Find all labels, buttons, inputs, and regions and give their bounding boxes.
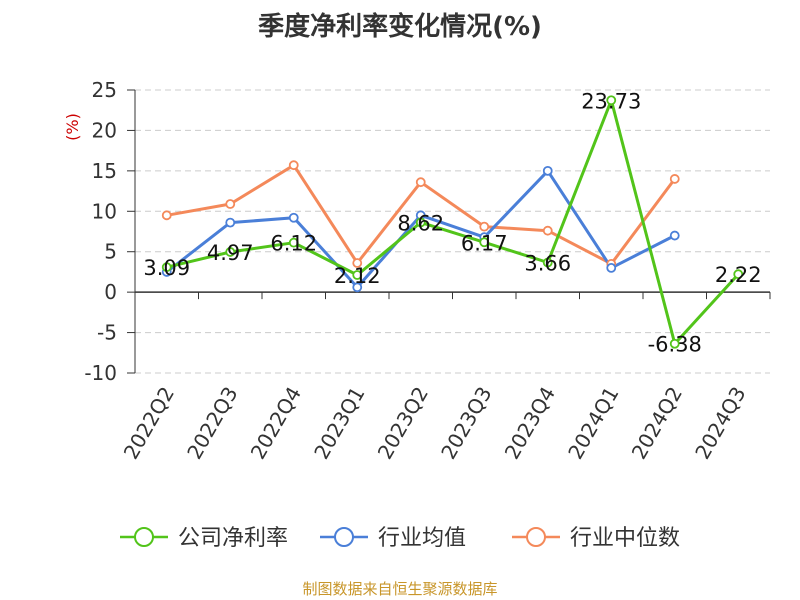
- y-tick-label: 0: [104, 280, 117, 304]
- legend-label: 公司净利率: [178, 526, 288, 551]
- x-tick-label: 2022Q3: [182, 383, 242, 464]
- data-label: 3.09: [143, 256, 190, 280]
- x-tick-label: 2022Q2: [119, 383, 179, 464]
- series-line: [166, 98, 740, 346]
- y-tick-label: 10: [92, 199, 117, 223]
- data-point: [479, 237, 490, 248]
- data-point: [352, 282, 363, 293]
- data-point: [415, 177, 426, 188]
- legend-swatch-marker: [134, 527, 154, 547]
- data-point: [669, 174, 680, 184]
- y-tick-label: 5: [104, 240, 117, 264]
- x-tick-label: 2023Q2: [373, 383, 433, 464]
- y-axis-label: (%): [63, 113, 82, 141]
- source-note: 制图数据来自恒生聚源数据库: [302, 580, 497, 598]
- data-point: [225, 199, 236, 209]
- data-point: [288, 212, 299, 223]
- x-tick-label: 2022Q4: [246, 383, 306, 464]
- data-point: [161, 262, 172, 273]
- data-point: [288, 160, 299, 171]
- legend-label: 行业均值: [378, 526, 466, 551]
- legend-swatch-marker: [334, 527, 354, 547]
- legend-swatch-marker: [526, 527, 546, 547]
- x-tick-labels: 2022Q2 2022Q3 2022Q4 2023Q1 2023Q2 2023Q3 2023…: [119, 383, 751, 464]
- x-tick-label: 2023Q4: [500, 383, 560, 464]
- data-point: [733, 269, 744, 280]
- axes: [127, 89, 771, 374]
- y-tick-label: 25: [92, 78, 117, 102]
- data-point: [288, 237, 299, 248]
- data-point: [161, 210, 172, 221]
- legend-item: 行业中位数: [512, 526, 680, 551]
- legend-item: 行业均值: [320, 526, 466, 551]
- data-point: [352, 270, 363, 280]
- data-label: 6.12: [270, 232, 317, 256]
- data-point: [542, 225, 553, 236]
- x-tick-label: 2024Q2: [627, 383, 687, 464]
- data-point: [542, 257, 553, 268]
- data-point: [606, 262, 617, 273]
- y-tick-label: 15: [92, 159, 117, 183]
- y-tick-label: -10: [84, 361, 117, 385]
- y-tick-label: -5: [97, 321, 117, 345]
- data-point: [606, 95, 617, 106]
- x-tick-label: 2024Q1: [563, 383, 623, 464]
- x-tick-label: 2024Q3: [690, 383, 750, 464]
- x-tick-label: 2023Q3: [436, 383, 496, 464]
- data-point: [415, 217, 426, 228]
- chart-title: 季度净利率变化情况(%): [258, 11, 542, 42]
- data-point: [352, 258, 363, 268]
- legend-label: 行业中位数: [570, 526, 680, 551]
- data-point: [479, 221, 490, 232]
- data-label: 6.17: [461, 231, 508, 255]
- series-points: [161, 95, 744, 349]
- data-labels: 3.09 4.97 6.12 2.12 8.62 6.17 3.66 23.73 -6.38 2.…: [143, 89, 761, 356]
- data-label: 3.66: [524, 252, 571, 276]
- y-tick-label: 20: [92, 118, 117, 142]
- data-point: [542, 165, 553, 176]
- legend-item: 公司净利率: [120, 526, 288, 551]
- y-tick-labels: 25 20 15 10 5 0 -5 -10: [84, 78, 117, 385]
- data-point: [225, 217, 236, 228]
- data-point: [669, 338, 680, 349]
- data-label: 2.22: [715, 263, 762, 287]
- legend: 公司净利率 行业均值 行业中位数: [120, 526, 680, 551]
- data-point: [669, 230, 680, 241]
- x-tick-label: 2023Q1: [309, 383, 369, 464]
- data-label: 8.62: [397, 211, 444, 235]
- data-label: 23.73: [581, 89, 641, 113]
- data-point: [225, 247, 236, 257]
- data-label: -6.38: [648, 333, 702, 357]
- series-lines: [165, 98, 740, 346]
- data-label: 4.97: [207, 241, 254, 265]
- data-label: 2.12: [334, 264, 381, 288]
